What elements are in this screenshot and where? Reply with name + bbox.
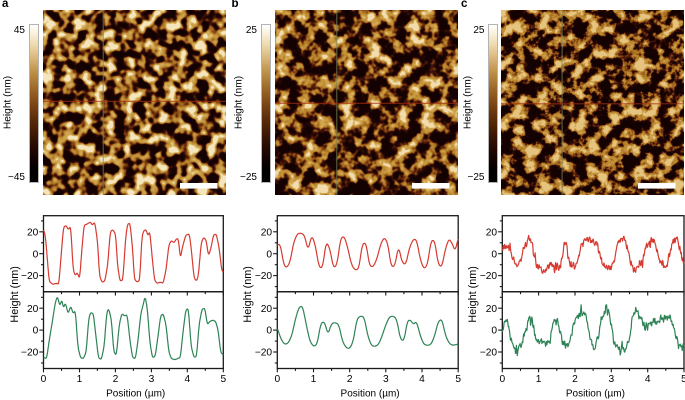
svg-text:−20: −20 [255, 348, 273, 359]
svg-text:−20: −20 [255, 271, 273, 282]
svg-text:5: 5 [681, 374, 685, 385]
svg-text:3: 3 [608, 374, 614, 385]
svg-text:20: 20 [261, 304, 273, 315]
svg-text:0: 0 [266, 326, 272, 337]
svg-text:0: 0 [33, 249, 39, 260]
svg-text:1: 1 [77, 374, 83, 385]
svg-text:0: 0 [274, 374, 280, 385]
svg-text:−20: −20 [21, 348, 39, 359]
svg-text:20: 20 [486, 227, 498, 238]
svg-text:1: 1 [536, 374, 542, 385]
svg-text:0: 0 [491, 326, 497, 337]
svg-text:4: 4 [184, 374, 190, 385]
svg-text:−20: −20 [480, 271, 498, 282]
svg-text:5: 5 [220, 374, 226, 385]
svg-text:−20: −20 [21, 271, 39, 282]
svg-text:20: 20 [486, 304, 498, 315]
svg-text:20: 20 [27, 227, 39, 238]
svg-text:4: 4 [419, 374, 425, 385]
svg-text:0: 0 [491, 249, 497, 260]
svg-text:Height (nm): Height (nm) [467, 266, 479, 322]
svg-text:2: 2 [347, 374, 353, 385]
svg-text:1: 1 [311, 374, 317, 385]
svg-text:5: 5 [455, 374, 461, 385]
svg-text:2: 2 [113, 374, 119, 385]
svg-text:Height (nm): Height (nm) [9, 266, 21, 322]
svg-text:Position (µm): Position (µm) [106, 388, 165, 399]
svg-text:4: 4 [645, 374, 651, 385]
svg-text:Height (nm): Height (nm) [242, 266, 254, 322]
svg-text:20: 20 [27, 304, 39, 315]
svg-text:3: 3 [383, 374, 389, 385]
svg-text:0: 0 [33, 326, 39, 337]
svg-text:20: 20 [261, 227, 273, 238]
svg-text:Position (µm): Position (µm) [341, 388, 400, 399]
svg-text:0: 0 [266, 249, 272, 260]
svg-text:0: 0 [499, 374, 505, 385]
svg-text:Position (µm): Position (µm) [566, 388, 625, 399]
svg-text:0: 0 [41, 374, 47, 385]
svg-text:−20: −20 [480, 348, 498, 359]
svg-text:2: 2 [572, 374, 578, 385]
svg-text:3: 3 [149, 374, 155, 385]
